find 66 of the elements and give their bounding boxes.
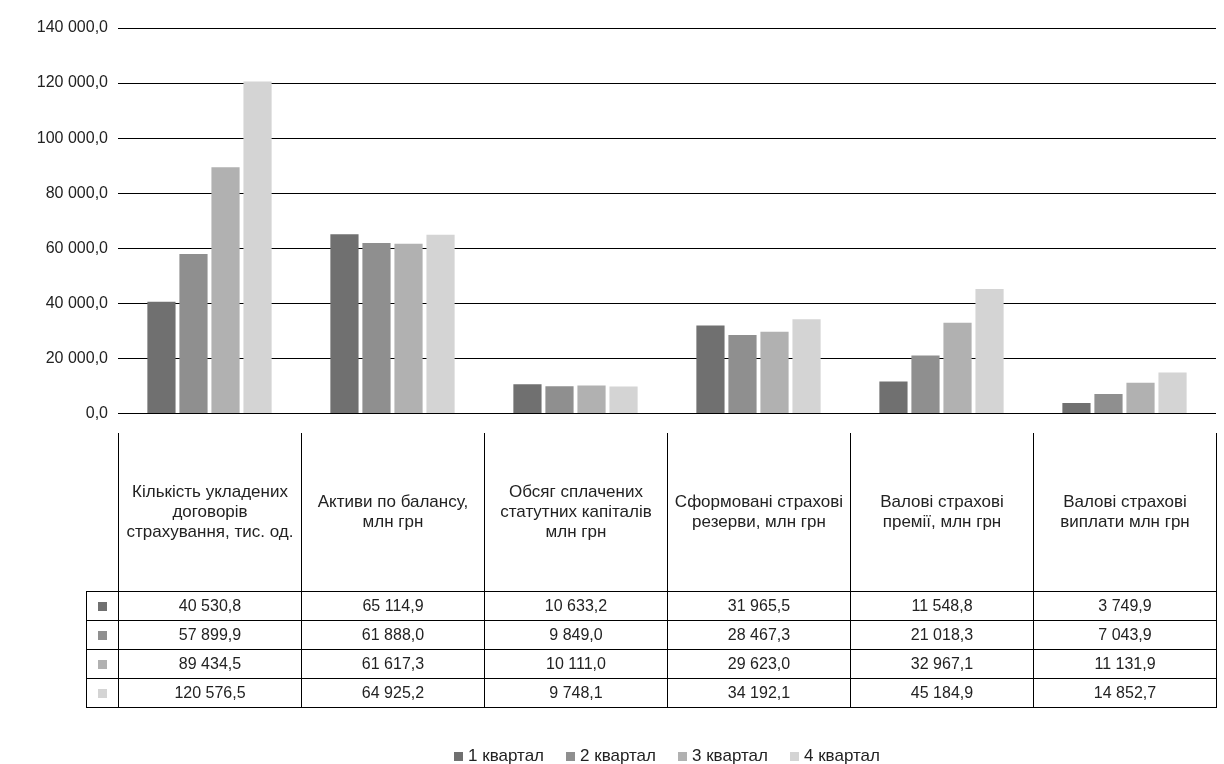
legend-label: 1 квартал — [468, 746, 545, 764]
bar — [545, 386, 574, 413]
bar — [1158, 372, 1187, 413]
data-label: 3 749,9 — [1033, 591, 1217, 621]
data-label: 21 018,3 — [850, 620, 1034, 650]
bar — [728, 335, 757, 413]
bar — [179, 254, 208, 413]
data-label: 14 852,7 — [1033, 678, 1217, 708]
bar — [1062, 403, 1091, 413]
data-label: 10 633,2 — [484, 591, 668, 621]
data-label: 65 114,9 — [301, 591, 485, 621]
y-tick-label: 0,0 — [85, 403, 109, 421]
x-tick-label: Валові страхові премії, млн грн — [850, 433, 1034, 592]
data-label: 11 131,9 — [1033, 649, 1217, 679]
data-label: 32 967,1 — [850, 649, 1034, 679]
x-tick-label: Обсяг сплачених статутних капіталів млн грн — [484, 433, 668, 592]
y-tick-label: 60 000,0 — [45, 238, 109, 256]
data-label: 64 925,2 — [301, 678, 485, 708]
bar — [330, 234, 359, 413]
data-label: 11 548,8 — [850, 591, 1034, 621]
bar — [911, 355, 940, 413]
bar — [1126, 382, 1155, 413]
bar — [513, 384, 542, 413]
bar — [362, 243, 391, 413]
data-label: 40 530,8 — [118, 591, 302, 621]
y-tick-label: 20 000,0 — [45, 348, 109, 366]
x-tick-label: Кількість укладених договорів страхування, тис. од. — [118, 433, 302, 592]
data-label: 31 965,5 — [667, 591, 851, 621]
data-label: 29 623,0 — [667, 649, 851, 679]
bar — [243, 81, 272, 413]
bar — [879, 381, 908, 413]
data-label: 45 184,9 — [850, 678, 1034, 708]
bar — [696, 325, 725, 413]
data-label: 57 899,9 — [118, 620, 302, 650]
legend-label: 3 квартал — [692, 746, 768, 764]
y-tick-label: 40 000,0 — [45, 293, 109, 311]
bar — [426, 234, 455, 413]
bar — [792, 319, 821, 413]
data-label: 120 576,5 — [118, 678, 302, 708]
y-tick-label: 120 000,0 — [36, 73, 109, 91]
y-tick-label: 80 000,0 — [45, 183, 109, 201]
bar — [211, 167, 240, 413]
bar — [577, 385, 606, 413]
bar — [760, 331, 789, 413]
bar — [975, 289, 1004, 413]
data-label: 89 434,5 — [118, 649, 302, 679]
data-label: 28 467,3 — [667, 620, 851, 650]
bar — [394, 243, 423, 413]
data-label: 7 043,9 — [1033, 620, 1217, 650]
legend-label: 4 квартал — [803, 746, 880, 764]
y-tick-label: 100 000,0 — [36, 128, 109, 146]
data-label: 10 111,0 — [484, 649, 668, 679]
bar — [609, 386, 638, 413]
bar — [1094, 394, 1123, 413]
data-label: 61 617,3 — [301, 649, 485, 679]
x-tick-label: Валові страхові виплати млн грн — [1033, 433, 1217, 592]
legend-label: 2 квартал — [580, 746, 656, 764]
bar — [147, 301, 176, 413]
data-label: 9 748,1 — [484, 678, 668, 708]
bar — [943, 322, 972, 413]
data-label: 9 849,0 — [484, 620, 668, 650]
data-label: 34 192,1 — [667, 678, 851, 708]
x-tick-label: Сформовані страхові резерви, млн грн — [667, 433, 851, 592]
x-tick-label: Активи по балансу, млн грн — [301, 433, 485, 592]
y-tick-label: 140 000,0 — [36, 18, 109, 36]
data-label: 61 888,0 — [301, 620, 485, 650]
